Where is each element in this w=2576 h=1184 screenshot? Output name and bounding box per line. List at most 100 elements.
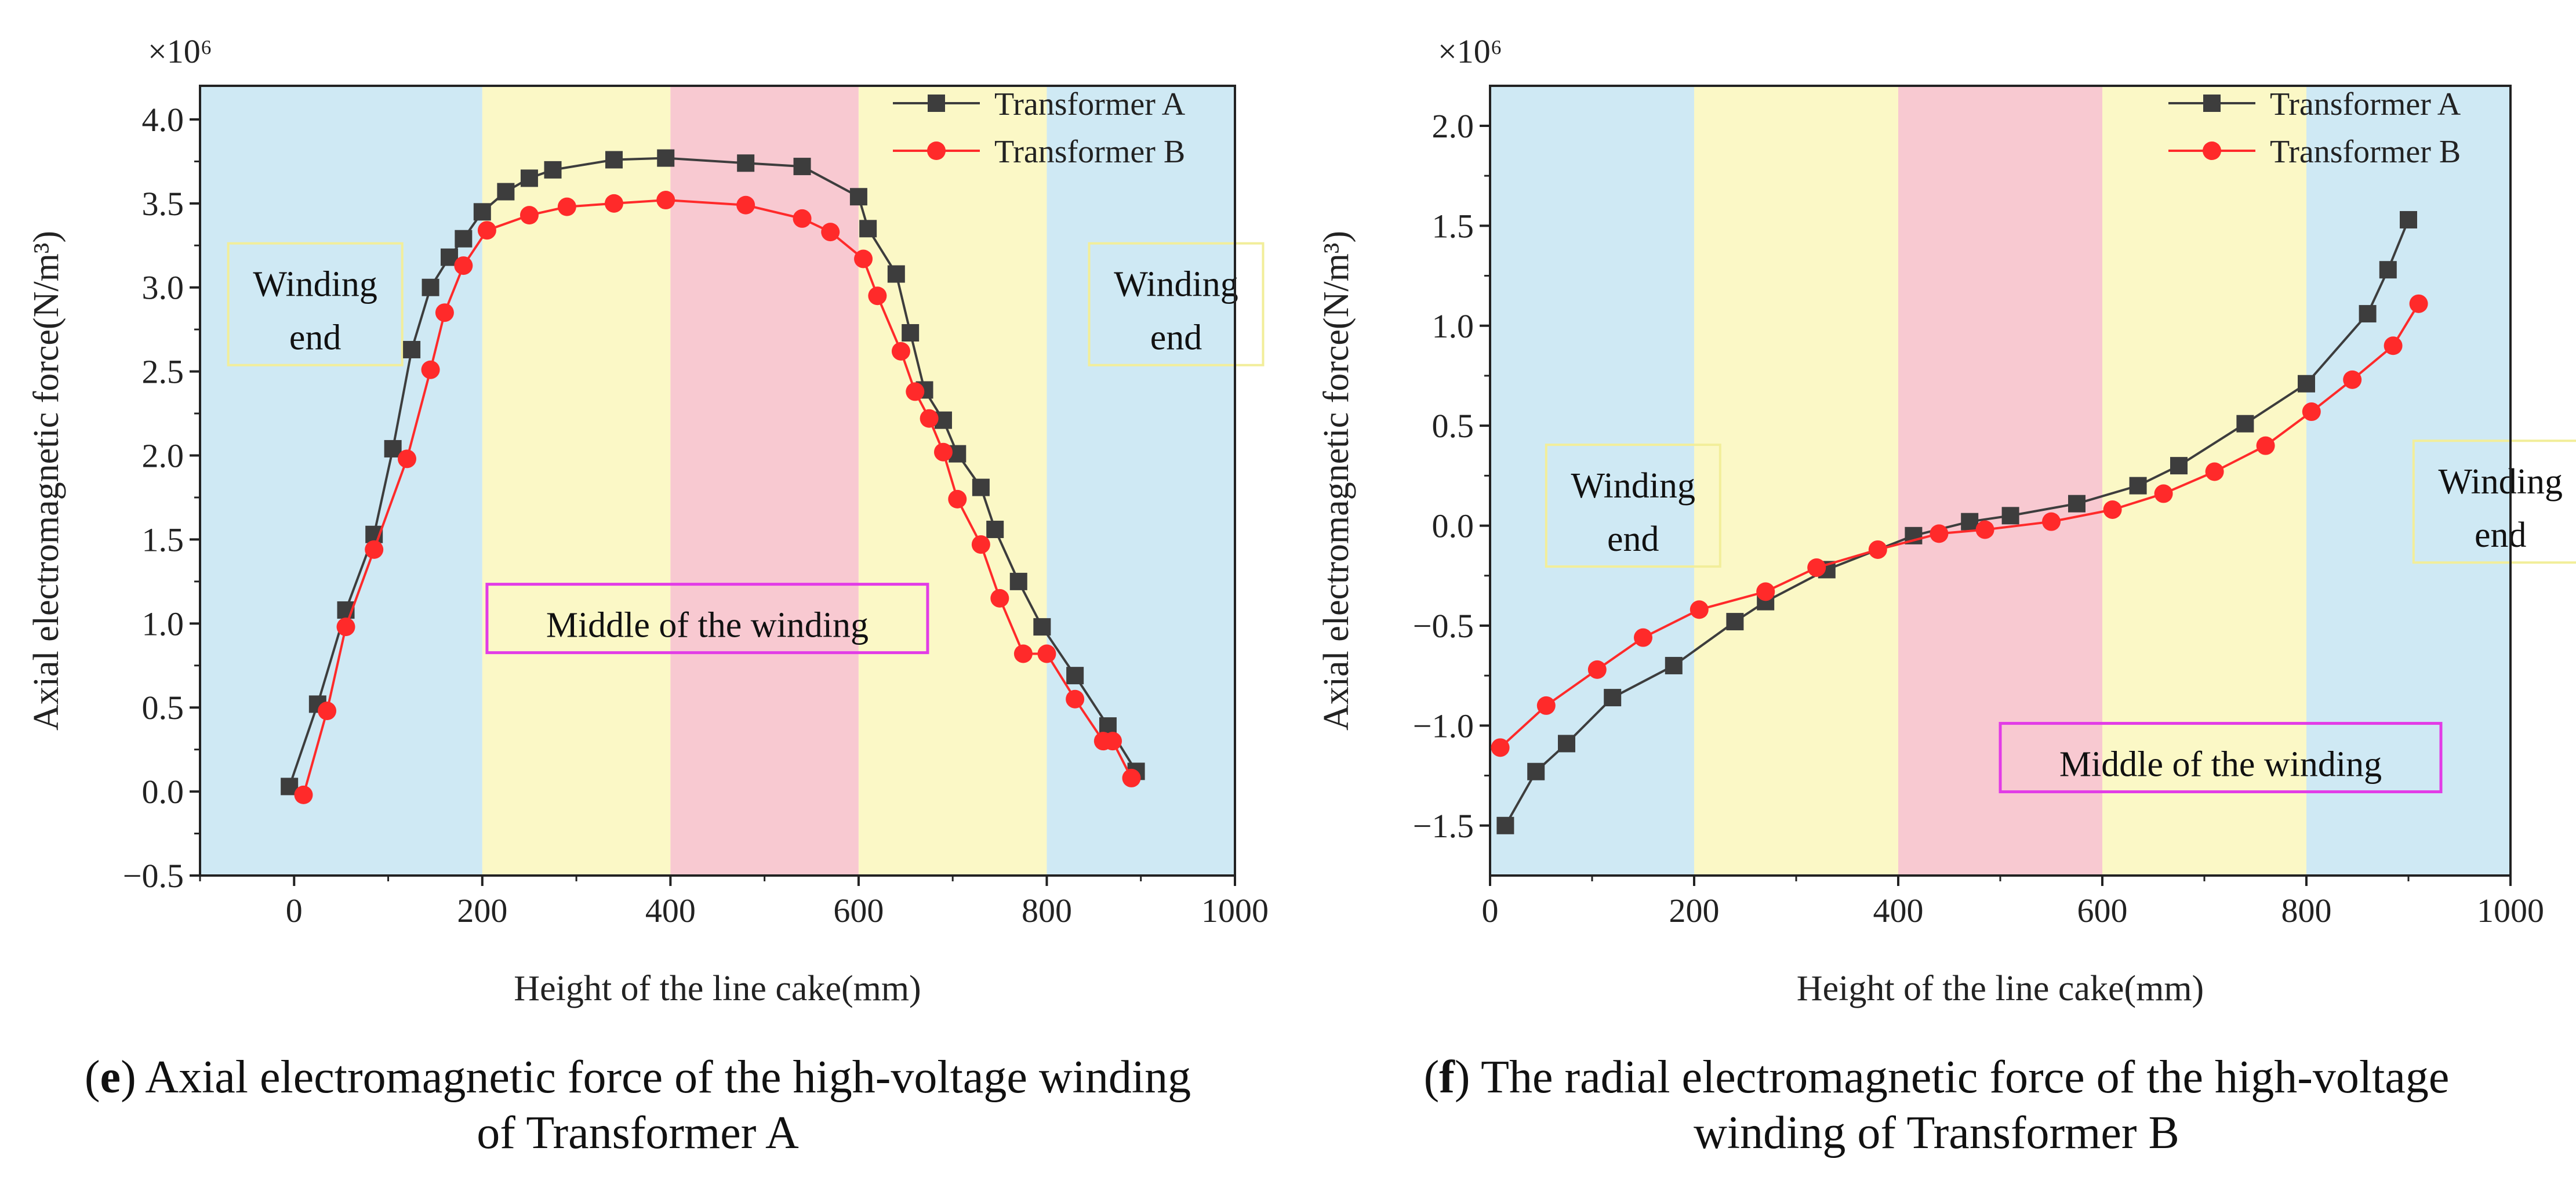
- chart-f-series-1-point-12: [2154, 484, 2173, 503]
- chart-e-series-1-point-20: [920, 409, 939, 428]
- chart-f-series-1-point-10: [2042, 512, 2061, 531]
- chart-e-series-1-point-21: [933, 442, 953, 462]
- chart-e-series-0-point-5: [403, 340, 421, 358]
- caption-f: (f) The radial electromagnetic force of …: [1299, 1049, 2574, 1161]
- chart-e-plot-frame: [199, 85, 1236, 877]
- chart-e-series-1-point-2: [336, 618, 355, 637]
- chart-f: Winding end Winding end Middle of the windin…: [1317, 32, 2576, 1008]
- chart-e-series-1-point-17: [868, 286, 887, 306]
- chart-e-series-1-point-12: [656, 191, 675, 210]
- chart-e-series-1-point-16: [854, 249, 873, 268]
- chart-e-xtick-label-1: 200: [457, 892, 507, 929]
- caption-e-letter: e: [100, 1052, 121, 1103]
- chart-e-annotation-text-0-1: end: [289, 318, 341, 358]
- chart-e-series-0-point-10: [497, 183, 515, 201]
- chart-f-series-0-point-13: [2170, 457, 2188, 475]
- caption-e-text: ) Axial electromagnetic force of the hig…: [121, 1052, 1191, 1103]
- chart-e-ytick-label-2: 0.5: [142, 689, 184, 727]
- chart-e-band-0: [200, 86, 482, 876]
- chart-f-ytick-label-6: 1.5: [1432, 207, 1474, 245]
- chart-e-xtick-label-5: 1000: [1201, 892, 1269, 929]
- chart-e-series-1-point-23: [971, 535, 990, 554]
- chart-e-annotation-text-1-1: end: [1150, 318, 1202, 358]
- chart-f-annotation-text-0-0: Winding: [1571, 466, 1696, 506]
- chart-f-legend-marker-0: [2203, 95, 2221, 112]
- chart-f-yaxis-label: Axial electromagnetic force(N/m³): [1317, 231, 1356, 731]
- chart-e-ytick-label-0: −0.5: [123, 857, 184, 895]
- chart-e-series-1-point-19: [906, 382, 925, 401]
- chart-e-series-1-point-25: [1013, 644, 1033, 663]
- chart-e-series-1-point-4: [398, 449, 416, 468]
- chart-e-series-1-point-26: [1037, 644, 1056, 663]
- caption-f-text: ) The radial electromagnetic force of th…: [1454, 1052, 2450, 1103]
- chart-f-ytick-label-0: −1.5: [1413, 807, 1474, 845]
- chart-f-series-1-point-14: [2256, 436, 2275, 455]
- caption-e-line2: of Transformer A: [477, 1107, 799, 1158]
- chart-e-series-1-point-11: [605, 194, 623, 213]
- chart-e-series-0-point-26: [1009, 572, 1027, 590]
- chart-e-annotation-box-2: [485, 583, 929, 655]
- chart-f-series-0-point-0: [1496, 816, 1514, 834]
- chart-f-xtick-label-4: 800: [2281, 892, 2332, 929]
- chart-f-series-1-point-15: [2302, 402, 2321, 422]
- chart-e-series-1-point-9: [519, 206, 539, 225]
- chart-e-legend-label-0: Transformer A: [994, 86, 1186, 122]
- chart-f-series-1-point-1: [1536, 696, 1556, 715]
- chart-f-xtick-label-1: 200: [1669, 892, 1720, 929]
- chart-e-series-0-point-13: [605, 151, 623, 169]
- chart-f-series-1-point-11: [2103, 500, 2122, 519]
- chart-e-xtick-label-4: 800: [1022, 892, 1072, 929]
- chart-f-series-0-point-9: [1961, 513, 1979, 531]
- chart-e-annotation-box-0: [227, 242, 404, 366]
- chart-f-series-1-point-6: [1807, 558, 1826, 577]
- chart-e-xtick-label-3: 600: [833, 892, 884, 929]
- chart-f-xtick-label-5: 1000: [2477, 892, 2544, 929]
- chart-f-series-0-point-17: [2379, 261, 2397, 279]
- chart-f-series-1-point-8: [1930, 524, 1949, 543]
- chart-e-series-1-point-1: [318, 702, 337, 721]
- chart-e-series-0-point-9: [473, 203, 491, 221]
- chart-f-series-0-point-2: [1558, 735, 1575, 753]
- chart-e-ytick-label-9: 4.0: [142, 101, 184, 139]
- chart-e-series-0-point-27: [1033, 618, 1051, 636]
- chart-f-annotation-box-2: [1999, 722, 2443, 794]
- chart-f-series-1-point-5: [1756, 582, 1775, 601]
- chart-f-annotation-box-1: [2412, 440, 2576, 564]
- chart-f-annotation-text-1-0: Winding: [2439, 462, 2563, 502]
- chart-e: Winding end Winding end Middle of the windin…: [27, 32, 1269, 1008]
- chart-e-legend-label-1: Transformer B: [994, 134, 1185, 170]
- chart-f-ytick-label-3: 0.0: [1432, 507, 1474, 545]
- chart-f-series-0-point-11: [2068, 495, 2085, 513]
- caption-f-line2: winding of Transformer B: [1694, 1107, 2179, 1158]
- chart-f-ytick-label-7: 2.0: [1432, 107, 1474, 145]
- caption-e-line1: (e) Axial electromagnetic force of the h…: [84, 1052, 1191, 1103]
- chart-f-multiplier: ×10⁶: [1438, 32, 1502, 70]
- chart-e-series-0-point-12: [544, 161, 562, 179]
- chart-f-band-0: [1490, 86, 1694, 876]
- chart-e-series-0-point-28: [1066, 667, 1084, 685]
- chart-f-series-1-point-2: [1587, 660, 1607, 679]
- chart-f-series-1-point-4: [1690, 600, 1709, 619]
- chart-e-series-0-point-8: [455, 230, 473, 248]
- chart-e-series-1-point-0: [294, 785, 313, 804]
- chart-f-annotation-text-0-1: end: [1607, 520, 1659, 559]
- chart-e-series-1-point-27: [1066, 689, 1085, 709]
- chart-e-series-1-point-7: [454, 256, 473, 275]
- chart-e-series-0-point-24: [972, 478, 990, 496]
- chart-e-series-0-point-4: [384, 440, 402, 457]
- chart-e-series-1-point-6: [435, 303, 454, 322]
- chart-e-series-1-point-18: [891, 342, 910, 361]
- chart-e-ytick-label-7: 3.0: [142, 269, 184, 307]
- chart-f-series-0-point-14: [2236, 415, 2254, 433]
- chart-e-series-0-point-6: [422, 278, 439, 296]
- chart-f-series-0-point-5: [1726, 613, 1744, 631]
- chart-f-legend-label-0: Transformer A: [2270, 86, 2461, 122]
- chart-e-series-1-point-13: [736, 195, 755, 215]
- chart-f-series-0-point-18: [2400, 211, 2417, 229]
- chart-e-series-1-point-10: [557, 197, 576, 216]
- chart-f-ytick-label-4: 0.5: [1432, 407, 1474, 445]
- chart-e-band-2: [670, 86, 859, 876]
- chart-f-series-1-point-16: [2343, 370, 2362, 389]
- chart-e-ytick-label-8: 3.5: [142, 185, 184, 223]
- chart-e-ytick-label-6: 2.5: [142, 353, 184, 391]
